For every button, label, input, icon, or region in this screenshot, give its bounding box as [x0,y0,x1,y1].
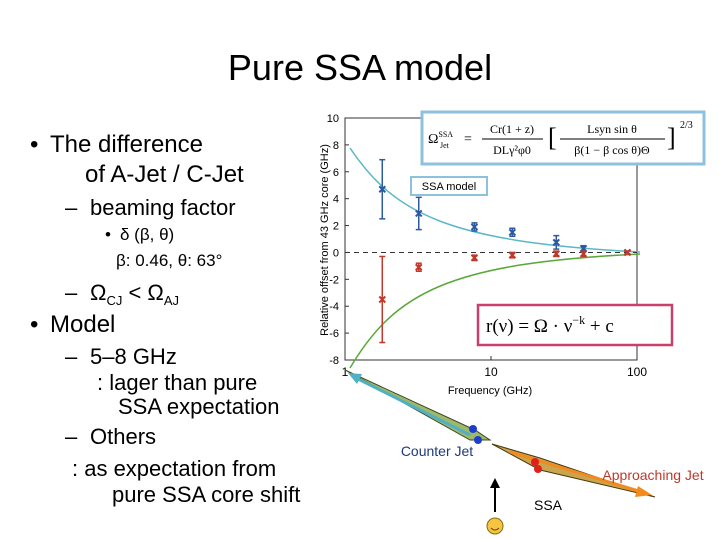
bracket: ] [667,123,676,152]
core-dot [469,425,477,433]
sub: AJ [164,293,179,308]
formula-part: SSA [438,130,453,139]
diagram-label: Approaching Jet [602,467,703,483]
arrowhead [490,478,500,488]
data-point [552,250,560,258]
formula-part: = [464,132,472,147]
y-tick-label: 4 [333,194,339,206]
bullet-marker: • [105,225,111,244]
bullet-marker: • [30,131,38,158]
arrow [509,450,643,494]
bullet-text: Others [90,424,156,449]
model-curve [349,147,641,253]
x-tick-label: 1 [342,365,349,379]
x-tick-label: 100 [627,365,647,379]
formula-part: Cr(1 + z) [490,122,534,136]
formula-part: Lsyn sin θ [587,122,637,136]
dash-marker: – [65,280,78,305]
bullet-text: pure SSA core shift [112,482,300,507]
y-tick-label: 2 [333,221,339,233]
dash-marker: – [65,195,78,220]
slide-title: Pure SSA model [228,47,492,88]
bullet-text: SSA expectation [118,394,279,419]
core-dot [534,465,542,473]
y-axis-label: Relative offset from 43 GHz core (GHz) [319,144,331,336]
y-tick-label: -8 [329,355,339,367]
fit-formula: r(ν) = Ω · ν−k + c [486,313,614,337]
bullet-text: The difference [50,131,203,158]
dash-marker: – [65,424,78,449]
formula-part: DLγ²φ0 [493,143,531,157]
y-tick-label: -2 [329,274,339,286]
core-dot [531,458,539,466]
counter-jet [344,369,492,441]
data-point [508,228,517,236]
bullet-text: β: 0.46, θ: 63° [116,251,222,270]
y-tick-label: -6 [329,328,339,340]
legend-label: SSA model [422,181,476,193]
jet-diagram: Counter Jet Approaching Jet SSA [344,369,704,535]
arrowhead [635,486,652,497]
y-tick-label: 8 [333,140,339,152]
formula-part: 2/3 [680,120,693,131]
data-point [415,209,423,218]
formula-part: Ω [428,132,438,147]
formula: ΩSSA Jet = [428,130,472,150]
diagram-label: SSA [534,497,563,513]
y-tick-label: 0 [333,247,339,259]
formula-part: r(ν) = Ω · ν [486,316,573,337]
y-tick-label: 10 [327,113,339,125]
formula-part: −k [572,313,585,327]
dash-marker: – [65,344,78,369]
sub: CJ [106,293,122,308]
sym: Ω [90,280,106,305]
bullet-text: Model [50,311,115,338]
bullets: • The difference of A-Jet / C-Jet – beam… [30,131,300,507]
data-point [378,185,386,193]
data-point [623,248,632,257]
arrowhead [348,373,362,384]
bullet-marker: • [30,311,38,338]
formula-part: + c [585,316,614,337]
y-tick-label: -4 [329,301,339,313]
x-tick-label: 10 [484,365,498,379]
arrow [351,374,471,437]
data-point [415,263,423,271]
bullet-text: ΩCJ < ΩAJ [90,280,179,308]
formula-part: Jet [440,141,450,150]
legend-box [410,176,488,196]
data-point [470,254,479,262]
formula-box [420,110,706,166]
model-curve [349,253,641,369]
smiley [486,517,504,535]
data-point [552,238,560,247]
bullet-text: beaming factor [90,195,236,220]
formula-part: β(1 − β cos θ)Θ [574,143,650,157]
bullet-text: δ (β, θ) [120,225,174,244]
sym: < Ω [122,280,164,305]
diagram-label: Counter Jet [401,443,473,459]
bullet-text: : as expectation from [72,456,276,481]
chart: Relative offset from 43 GHz core (GHz) F… [319,110,706,397]
bullet-text: of A-Jet / C-Jet [85,161,244,188]
y-tick-label: 6 [333,167,339,179]
bracket: [ [548,123,557,152]
data-point [378,295,386,304]
core-dot [474,436,482,444]
x-axis-label: Frequency (GHz) [448,385,532,397]
formula-box [476,303,674,347]
bullet-text: 5–8 GHz [90,344,177,369]
data-point [579,250,588,258]
bullet-text: : lager than pure [97,370,257,395]
data-point [508,251,517,259]
data-point [470,223,479,231]
smiley-mouth [490,527,500,531]
